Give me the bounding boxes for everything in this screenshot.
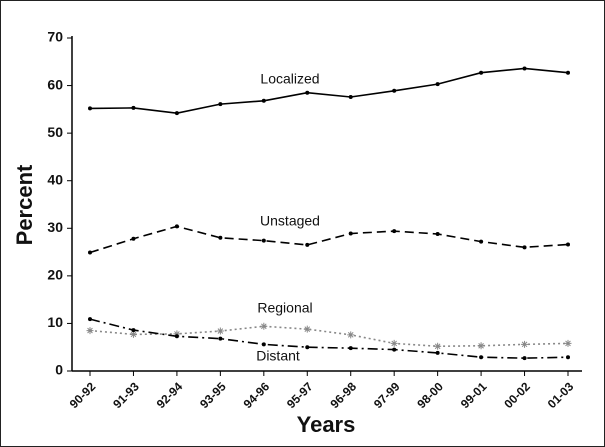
point [218,336,223,341]
y-tick-label: 50 [47,124,63,140]
x-tick-label: 94-96 [241,379,273,411]
point [88,106,92,111]
point [173,330,181,338]
point [566,70,570,75]
point [392,347,397,352]
series-label: Unstaged [260,213,320,229]
y-tick-label: 20 [47,267,63,283]
point [564,339,572,347]
point [566,242,570,247]
point [305,345,310,350]
point [566,355,570,360]
point [260,322,268,330]
point [88,250,92,255]
point [522,245,527,250]
x-tick-label: 95-97 [284,379,316,411]
point [434,342,442,350]
y-tick-label: 70 [47,29,63,45]
y-tick-label: 0 [55,362,63,378]
point [521,340,529,348]
x-tick-label: 93-95 [197,379,229,411]
point [129,330,137,338]
series-line [89,225,569,254]
point [218,102,223,107]
point [261,342,266,347]
x-tick-label: 91-93 [110,379,142,411]
x-tick-label: 98-00 [414,379,446,411]
point [435,82,440,87]
point [305,90,310,95]
point [305,242,310,247]
point [435,350,440,355]
y-tick-label: 40 [47,171,63,187]
point [348,231,353,236]
point [303,325,311,333]
series-line [89,325,569,348]
x-axis-label: Years [297,412,356,437]
point [522,356,527,361]
point [88,317,92,322]
point [522,66,527,71]
x-tick-label: 00-02 [501,379,533,411]
point [174,224,179,229]
point [131,236,136,241]
point [348,346,353,351]
y-tick-label: 10 [47,314,63,330]
point [86,327,94,335]
point [348,94,353,99]
point [261,238,266,243]
series-label: Regional [257,300,312,316]
point [477,342,485,350]
point [392,88,397,93]
x-tick-label: 01-03 [545,379,577,411]
series-label: Localized [260,71,319,87]
x-tick-label: 90-92 [67,379,99,411]
point [261,98,266,103]
point [131,105,136,110]
point [174,111,179,116]
point [390,339,398,347]
point [392,229,397,234]
point [216,327,224,335]
series-line [89,67,569,114]
y-tick-label: 30 [47,219,63,235]
series-line [89,318,569,359]
point [479,70,484,75]
point [479,239,484,244]
point [218,235,223,240]
point [435,231,440,236]
x-tick-label: 99-01 [458,379,490,411]
x-tick-label: 97-99 [371,379,403,411]
point [174,334,179,339]
y-tick-label: 60 [47,76,63,92]
x-tick-label: 96-98 [327,379,359,411]
y-axis-label: Percent [12,164,37,245]
series-label: Distant [256,348,300,364]
x-tick-label: 92-94 [154,379,186,411]
point [479,355,484,360]
point [131,328,136,333]
point [347,331,355,339]
